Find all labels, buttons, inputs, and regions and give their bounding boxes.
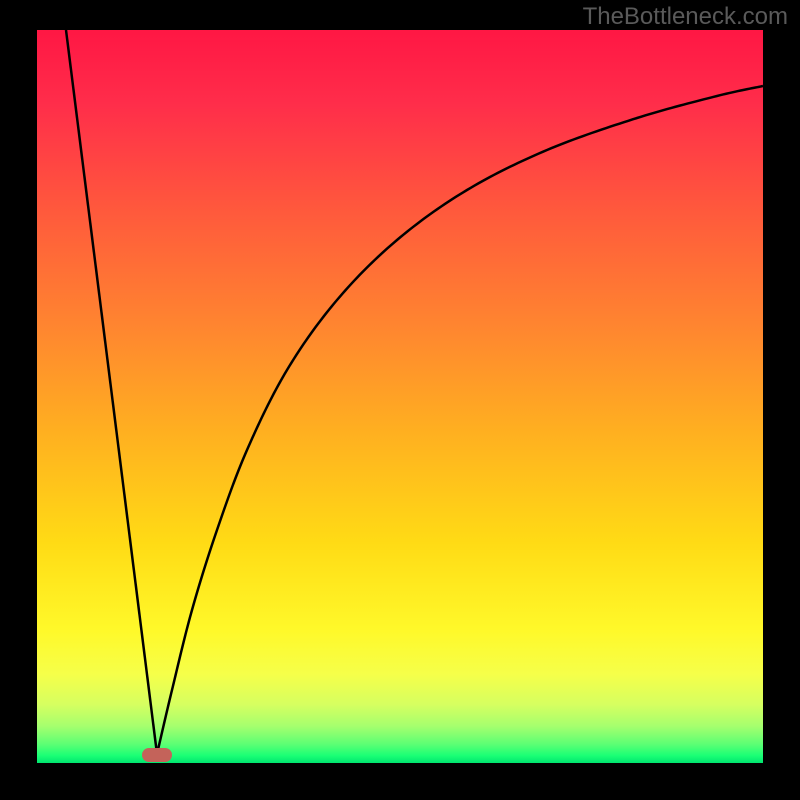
plot-area bbox=[37, 30, 763, 763]
minimum-marker bbox=[142, 748, 172, 762]
left-branch-curve bbox=[66, 30, 157, 754]
right-branch-curve bbox=[157, 86, 763, 754]
chart-container: TheBottleneck.com bbox=[0, 0, 800, 800]
curves bbox=[37, 30, 763, 763]
watermark-text: TheBottleneck.com bbox=[583, 3, 788, 31]
